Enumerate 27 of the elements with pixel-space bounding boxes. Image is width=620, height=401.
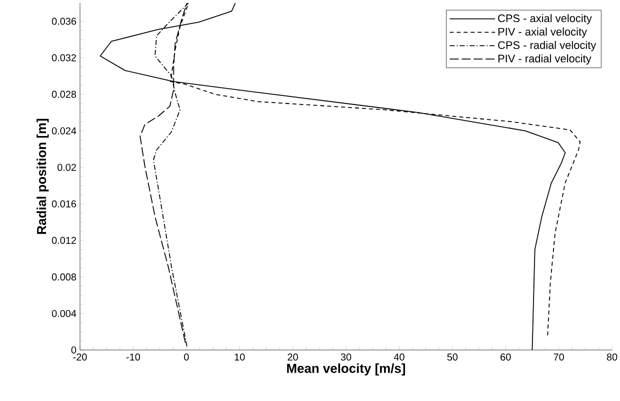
legend-label: CPS - radial velocity [498, 40, 596, 52]
legend-label: PIV - radial velocity [498, 54, 592, 65]
x-tick-label: -20 [73, 354, 87, 361]
x-tick-label: 30 [340, 354, 352, 361]
legend-label: PIV - axial velocity [498, 28, 588, 38]
y-tick-label: 0.028 [52, 90, 76, 98]
y-tick-label: 0.004 [52, 310, 76, 317]
x-tick-label: 20 [288, 354, 298, 361]
y-axis-title: Radial position [m] [36, 118, 49, 234]
x-tick-label: 0 [184, 354, 189, 361]
legend-label: CPS - axial velocity [498, 14, 592, 24]
x-axis-title: Mean velocity [m/s] [287, 363, 406, 376]
x-tick-label: 50 [447, 354, 458, 361]
y-tick-label: 0.008 [52, 273, 76, 280]
x-tick-label: 60 [500, 354, 511, 361]
y-tick-label: 0.02 [57, 164, 76, 171]
y-tick-label: 0.016 [52, 200, 76, 208]
y-tick-label: 0 [71, 346, 76, 354]
x-tick-label: 40 [394, 354, 404, 361]
x-tick-label: 10 [234, 354, 245, 361]
x-tick-label: 70 [554, 354, 564, 361]
y-tick-label: 0.024 [52, 127, 76, 134]
y-tick-label: 0.032 [52, 54, 76, 62]
x-tick-label: -10 [126, 354, 140, 361]
y-tick-label: 0.012 [52, 236, 76, 244]
x-tick-label: 80 [606, 354, 618, 361]
y-tick-label: 0.036 [52, 18, 76, 25]
